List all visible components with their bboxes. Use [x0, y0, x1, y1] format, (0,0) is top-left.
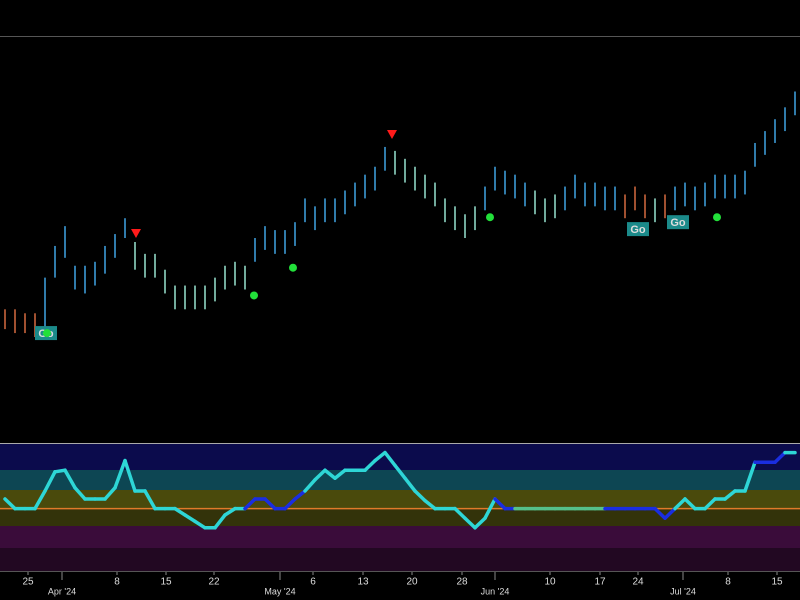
oscillator-segment — [113, 458, 127, 490]
oscillator-segment — [393, 463, 407, 480]
band — [0, 526, 800, 548]
sell-marker — [131, 229, 141, 239]
oscillator-bands — [0, 444, 800, 571]
band — [0, 444, 800, 470]
oscillator-segment — [223, 506, 237, 517]
oscillator-segment — [173, 506, 187, 517]
x-tick-label: 10 — [544, 577, 556, 588]
oscillator-segment — [463, 516, 477, 530]
oscillator-segment — [303, 478, 317, 493]
signal-dot — [713, 213, 721, 222]
signal-dot — [486, 213, 494, 222]
oscillator-segment — [333, 468, 347, 480]
oscillator-segment — [673, 497, 687, 511]
band — [0, 548, 800, 571]
oscillator-segment — [183, 513, 197, 524]
band — [0, 470, 800, 490]
oscillator-segment — [773, 450, 787, 464]
oscillator-segment — [723, 489, 737, 501]
x-tick-label: 8 — [114, 577, 120, 588]
oscillator-segment — [263, 497, 277, 511]
oscillator-segment — [703, 497, 717, 511]
oscillator-segment — [243, 497, 257, 511]
go-badge — [667, 215, 689, 230]
x-tick-label: Jul '24 — [670, 586, 696, 596]
oscillator-segment — [423, 498, 437, 511]
x-tick-label: Jun '24 — [481, 586, 510, 596]
oscillator-segment — [63, 468, 77, 490]
x-tick-label: 17 — [594, 577, 606, 588]
oscillator-segment — [653, 506, 667, 520]
x-tick-label: 13 — [357, 577, 369, 588]
go-label: Go — [630, 224, 646, 236]
oscillator-segment — [73, 486, 87, 501]
oscillator-segment — [43, 470, 57, 493]
oscillator-segment — [663, 506, 677, 520]
oscillator-segment — [103, 486, 117, 501]
x-tick-label: Apr '24 — [48, 586, 76, 596]
x-tick-label: 22 — [208, 577, 220, 588]
x-tick-label: 20 — [406, 577, 418, 588]
oscillator-segment — [313, 468, 327, 482]
oscillator-segment — [123, 458, 137, 493]
x-tick-label: 24 — [632, 577, 644, 588]
oscillator-segment — [33, 489, 47, 511]
oscillator-segment — [453, 506, 467, 520]
x-tick-label: 15 — [160, 577, 172, 588]
oscillator-segment — [473, 516, 487, 530]
oscillator-segment — [373, 450, 387, 463]
oscillator-segment — [323, 468, 337, 480]
oscillator-segment — [483, 497, 497, 520]
oscillator-segment — [193, 519, 207, 530]
oscillator-segment — [363, 458, 377, 472]
sell-marker — [387, 130, 397, 140]
oscillator-segment — [383, 450, 397, 468]
x-tick-label: 6 — [310, 577, 316, 588]
oscillator-segment — [743, 460, 757, 493]
x-tick-label: 8 — [725, 577, 731, 588]
x-tick-label: 15 — [771, 577, 783, 588]
signal-dot — [250, 291, 258, 300]
x-tick-label: 28 — [456, 577, 468, 588]
oscillator-segment — [283, 497, 297, 511]
signal-dot — [43, 329, 51, 338]
x-tick-label: May '24 — [264, 586, 295, 596]
x-tick-label: 25 — [22, 577, 34, 588]
band — [0, 490, 800, 508]
go-badge — [627, 222, 649, 237]
oscillator-segment — [413, 489, 427, 503]
signal-dot — [289, 263, 297, 272]
oscillator-segment — [293, 489, 307, 501]
go-label: Go — [670, 217, 686, 229]
oscillator-segment — [493, 497, 507, 511]
oscillator-segment — [143, 489, 157, 511]
oscillator-segment — [213, 513, 227, 530]
oscillator-segment — [403, 476, 417, 493]
band — [0, 508, 800, 526]
oscillator-segment — [683, 497, 697, 511]
oscillator-segment — [3, 497, 17, 511]
